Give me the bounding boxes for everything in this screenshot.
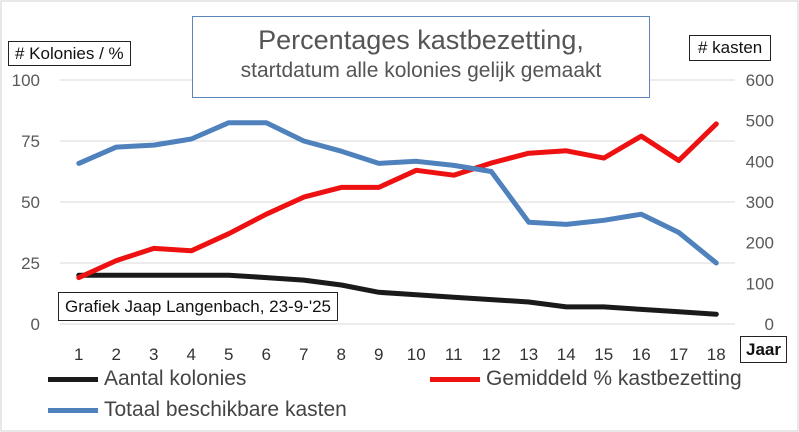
y-right-tick-label: 200: [746, 234, 774, 253]
series-line-gemiddeld-kastbezetting: [76, 121, 719, 281]
legend-item-gemiddeld-kastbezetting: Gemiddeld % kastbezetting: [430, 367, 742, 391]
credit-annotation: Grafiek Jaap Langenbach, 23-9-'25: [58, 292, 338, 321]
y-left-tick-label: 100: [12, 71, 40, 90]
x-tick-label: 5: [224, 345, 233, 364]
x-tick-label: 16: [632, 345, 651, 364]
y-right-tick-label: 600: [746, 71, 774, 90]
chart-title-box: Percentages kastbezetting, startdatum al…: [192, 16, 650, 98]
x-tick-label: 13: [519, 345, 538, 364]
y-left-tick-label: 25: [21, 254, 40, 273]
x-tick-label: 1: [74, 345, 83, 364]
y-left-tick-label: 75: [21, 132, 40, 151]
y-right-axis-title: # kasten: [689, 35, 772, 61]
legend-label: Totaal beschikbare kasten: [104, 398, 347, 421]
legend-label: Gemiddeld % kastbezetting: [486, 367, 742, 390]
x-tick-label: 7: [299, 345, 308, 364]
x-tick-label: 9: [374, 345, 383, 364]
x-tick-label: 6: [262, 345, 271, 364]
y-left-tick-label: 50: [21, 193, 40, 212]
x-tick-label: 4: [187, 345, 196, 364]
series-line-aantal-kolonies: [76, 272, 719, 317]
legend-swatch: [48, 407, 98, 413]
y-right-tick-label: 500: [746, 112, 774, 131]
y-left-tick-label: 0: [31, 315, 40, 334]
x-tick-label: 14: [557, 345, 576, 364]
x-tick-label: 17: [669, 345, 688, 364]
x-tick-label: 10: [407, 345, 426, 364]
legend-swatch: [430, 376, 480, 382]
legend-item-totaal-kasten: Totaal beschikbare kasten: [48, 398, 347, 422]
chart-title: Percentages kastbezetting,: [258, 25, 584, 55]
x-tick-label: 2: [112, 345, 121, 364]
y-right-tick-label: 300: [746, 193, 774, 212]
legend-label: Aantal kolonies: [104, 367, 247, 390]
x-axis-title: Jaar: [740, 336, 787, 363]
series-line-totaal-beschikbare-kasten: [76, 120, 719, 266]
x-tick-label: 11: [445, 345, 463, 364]
x-tick-label: 15: [594, 345, 613, 364]
y-right-tick-label: 100: [746, 274, 774, 293]
x-tick-label: 8: [337, 345, 346, 364]
legend-item-aantal-kolonies: Aantal kolonies: [48, 367, 246, 391]
x-tick-label: 3: [149, 345, 158, 364]
chart-subtitle: startdatum alle kolonies gelijk gemaakt: [240, 59, 602, 82]
legend-swatch: [48, 376, 98, 382]
y-right-tick-label: 0: [765, 315, 774, 334]
x-tick-label: 12: [482, 345, 501, 364]
y-left-axis-title: # Kolonies / %: [8, 41, 131, 66]
y-right-tick-label: 400: [746, 152, 774, 171]
x-tick-label: 18: [707, 345, 726, 364]
